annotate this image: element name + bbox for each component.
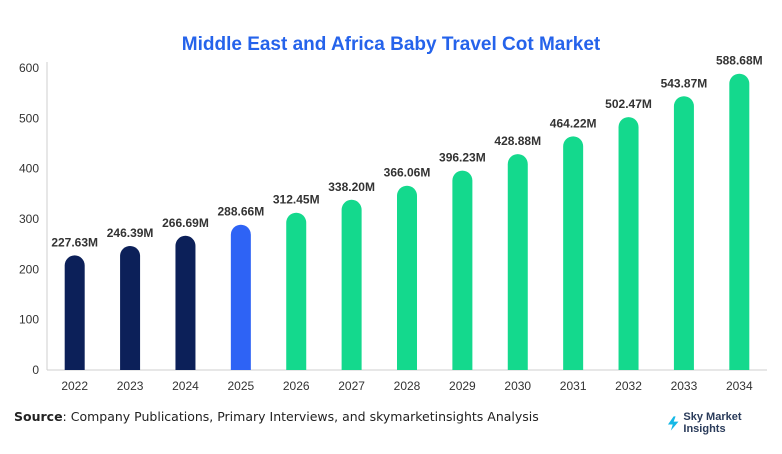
x-tick-label: 2023: [117, 379, 144, 393]
y-tick-label: 100: [19, 313, 39, 327]
bar: [230, 224, 251, 370]
bar: [618, 117, 639, 370]
data-label: 266.69M: [162, 216, 209, 230]
x-tick-label: 2034: [726, 379, 753, 393]
data-label: 502.47M: [605, 97, 652, 111]
data-label: 464.22M: [550, 116, 597, 130]
data-label: 366.06M: [384, 166, 431, 180]
bar: [729, 73, 750, 371]
chart-title: Middle East and Africa Baby Travel Cot M…: [181, 34, 601, 55]
y-tick-label: 300: [19, 212, 39, 226]
data-label: 543.87M: [661, 76, 708, 90]
data-label: 428.88M: [494, 134, 541, 148]
y-tick-label: 200: [19, 262, 39, 276]
source-note: Source: Company Publications, Primary In…: [14, 409, 539, 424]
lightning-bolt-icon: [667, 415, 679, 431]
brand-name: Sky Market Insights: [683, 411, 742, 435]
data-label: 246.39M: [107, 226, 154, 240]
bar: [64, 255, 85, 370]
data-label: 338.20M: [328, 180, 375, 194]
source-label: Source: [14, 409, 63, 424]
bar: [286, 212, 307, 370]
y-tick-label: 0: [32, 363, 39, 377]
x-tick-label: 2028: [394, 379, 421, 393]
data-label: 588.68M: [716, 54, 763, 68]
x-tick-label: 2032: [615, 379, 642, 393]
bar: [341, 199, 362, 370]
data-label: 312.45M: [273, 193, 320, 207]
x-tick-label: 2031: [560, 379, 587, 393]
bar: [673, 96, 694, 370]
bar: [397, 185, 417, 370]
x-tick-label: 2025: [227, 379, 254, 393]
y-tick-label: 600: [19, 61, 39, 75]
y-tick-label: 400: [19, 162, 39, 176]
bar: [120, 245, 141, 370]
bar-chart: 0 100 200 300 400 500 600 227.63M 2022 246.39M 202…: [19, 54, 767, 393]
x-tick-label: 2027: [338, 379, 365, 393]
bar: [563, 136, 584, 370]
data-label: 288.66M: [217, 205, 264, 219]
brand-logo: Sky Market Insights: [667, 411, 782, 435]
source-text: : Company Publications, Primary Intervie…: [62, 409, 539, 424]
x-tick-label: 2030: [504, 379, 531, 393]
y-tick-label: 500: [19, 111, 39, 125]
x-tick-label: 2022: [61, 379, 88, 393]
data-label: 227.63M: [51, 235, 98, 249]
bar: [507, 154, 528, 370]
x-tick-label: 2029: [449, 379, 476, 393]
x-tick-label: 2024: [172, 379, 199, 393]
x-tick-label: 2026: [283, 379, 310, 393]
bar: [175, 235, 196, 370]
x-tick-label: 2033: [671, 379, 698, 393]
data-label: 396.23M: [439, 151, 486, 165]
bar: [452, 170, 473, 370]
